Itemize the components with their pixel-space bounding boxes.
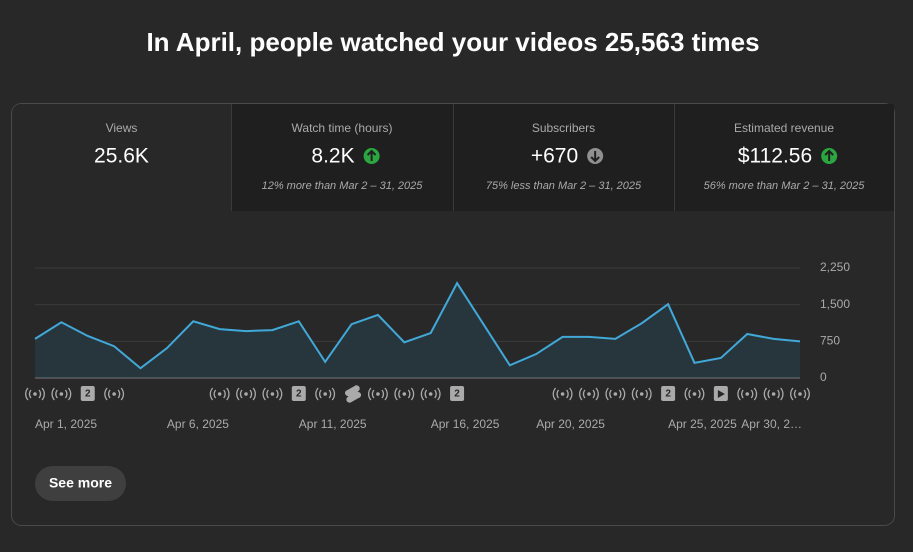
live-icon — [692, 392, 697, 396]
line — [34, 281, 801, 370]
live-icon-waves — [552, 387, 573, 401]
live-icon — [217, 392, 222, 396]
live-icon-waves — [104, 387, 125, 401]
metric-tab[interactable] — [453, 104, 674, 211]
live-icon-waves — [790, 387, 810, 401]
live-icon — [33, 392, 37, 396]
count-badge — [450, 386, 465, 401]
live-icon-waves — [684, 387, 705, 401]
live-icon — [270, 392, 275, 396]
live-icon-waves — [579, 387, 599, 401]
x-tick-label: Apr 1, 2025 — [35, 417, 97, 431]
live-icon-waves — [605, 387, 626, 401]
count-badge-label: 2 — [85, 389, 91, 400]
count-badge-label: 2 — [454, 389, 460, 400]
x-tick-label: Apr 16, 2025 — [431, 417, 500, 431]
count-badge — [80, 386, 95, 401]
live-icon — [639, 392, 644, 396]
see-more-button[interactable] — [35, 466, 126, 501]
tab-value: +670 — [531, 145, 578, 168]
count-badge-label: 2 — [665, 389, 671, 400]
tab-value: 8.2K — [311, 145, 354, 168]
tab-label: Subscribers — [532, 121, 595, 135]
live-icon — [323, 392, 327, 396]
live-icon-waves — [25, 387, 45, 401]
live-icon-waves — [394, 387, 415, 401]
live-icon — [587, 392, 591, 396]
live-icon — [428, 392, 433, 396]
y-tick-label: 2,250 — [820, 260, 850, 274]
live-icon — [244, 392, 248, 396]
live-icon-waves — [51, 387, 72, 401]
live-icon — [112, 392, 116, 396]
x-tick-label: Apr 25, 2025 — [668, 417, 737, 431]
count-badge-label: 2 — [296, 389, 302, 400]
live-icon-waves — [209, 387, 230, 401]
live-icon-waves — [763, 387, 784, 401]
live-icon-waves — [367, 387, 388, 401]
tab-comparison: 75% less than Mar 2 – 31, 2025 — [486, 180, 642, 192]
live-icon-waves — [631, 387, 652, 401]
tab-comparison: 12% more than Mar 2 – 31, 2025 — [262, 180, 424, 192]
y-tick-label: 0 — [820, 370, 827, 384]
trend-arrow — [590, 151, 600, 163]
live-icon — [745, 392, 750, 396]
trend-arrow — [366, 149, 377, 161]
metric-tab[interactable] — [674, 104, 894, 211]
area — [35, 283, 800, 378]
count-badge — [291, 386, 306, 401]
page-title: In April, people watched your videos 25,… — [146, 27, 759, 57]
live-icon — [771, 392, 776, 396]
x-tick-label: Apr 20, 2025 — [536, 417, 605, 431]
live-icon-waves — [737, 387, 758, 401]
live-icon-waves — [262, 387, 283, 401]
live-icon-waves — [420, 387, 441, 401]
tab-label: Estimated revenue — [734, 121, 834, 135]
live-icon — [560, 392, 565, 396]
tab-label: Views — [106, 121, 138, 135]
x-tick-label: Apr 6, 2025 — [167, 417, 229, 431]
live-icon-waves — [315, 387, 336, 401]
tab-value: $112.56 — [738, 145, 812, 168]
tab-label: Watch time (hours) — [292, 121, 393, 135]
live-icon-waves — [236, 387, 256, 401]
trend-arrow — [824, 149, 834, 161]
video-icon-play — [717, 390, 725, 398]
live-icon — [798, 392, 802, 396]
shorts-icon — [345, 385, 362, 403]
live-icon — [402, 392, 407, 396]
see-more-label[interactable]: See more — [49, 475, 112, 491]
tab-comparison: 56% more than Mar 2 – 31, 2025 — [704, 180, 866, 192]
x-tick-label: Apr 11, 2025 — [299, 417, 367, 431]
tab-value: 25.6K — [94, 145, 149, 168]
y-tick-label: 1,500 — [820, 297, 850, 311]
metric-tab-corner — [22, 104, 231, 211]
live-icon — [613, 392, 618, 396]
live-icon — [59, 392, 64, 396]
y-tick-label: 750 — [820, 334, 840, 348]
count-badge — [661, 386, 676, 401]
live-icon — [376, 392, 380, 396]
x-tick-label: Apr 30, 2… — [741, 417, 802, 431]
metric-tab[interactable] — [231, 104, 453, 211]
